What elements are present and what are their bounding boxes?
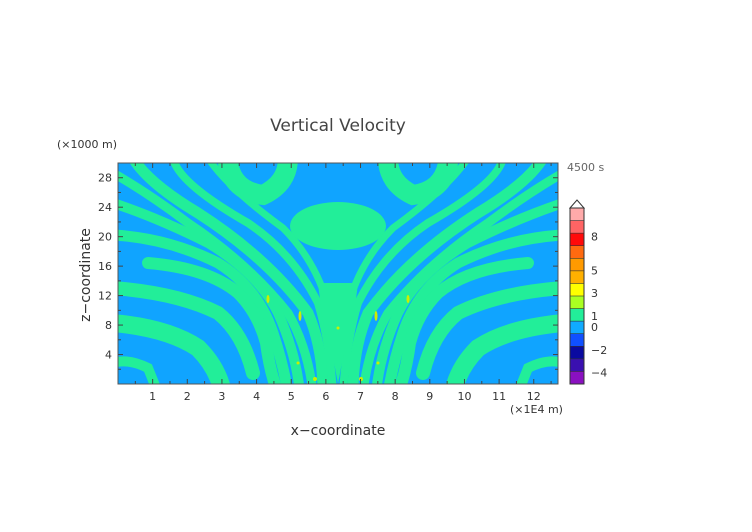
x-tick-label: 4 <box>253 390 260 403</box>
y-tick-label: 28 <box>98 172 112 185</box>
plot-frame <box>117 162 559 385</box>
colorbar-swatch <box>570 346 584 360</box>
y-unit-label: (×1000 m) <box>57 138 118 151</box>
contour-field <box>113 158 563 384</box>
time-label: 4500 s <box>567 161 605 174</box>
x-axis-label: x−coordinate <box>290 423 386 439</box>
colorbar-swatch <box>570 321 584 335</box>
contour-peaks <box>266 295 410 381</box>
x-tick-label: 10 <box>457 390 471 403</box>
y-tick-label: 4 <box>105 349 112 362</box>
colorbar-label: 1 <box>591 310 598 323</box>
colorbar-frame <box>569 207 585 385</box>
y-tick-label: 8 <box>105 319 112 332</box>
chart-title: Vertical Velocity <box>270 116 406 136</box>
colorbar-swatch <box>570 358 584 372</box>
colorbar-swatch <box>570 258 584 272</box>
colorbar-label: 8 <box>591 230 598 243</box>
colorbar-label: −2 <box>591 344 607 357</box>
contour-center-column <box>318 283 358 384</box>
y-tick-label: 24 <box>98 201 112 214</box>
colorbar-label: 5 <box>591 264 598 277</box>
x-tick-label: 1 <box>149 390 156 403</box>
colorbar-swatch <box>570 270 584 284</box>
x-tick-label: 7 <box>357 390 364 403</box>
contour-upper-blob <box>290 202 386 250</box>
x-tick-label: 3 <box>218 390 225 403</box>
colorbar-label: 3 <box>591 287 598 300</box>
colorbar: 8 5 3 10 −2 −4 <box>568 199 607 385</box>
colorbar-swatch <box>570 333 584 347</box>
colorbar-swatch <box>570 283 584 297</box>
x-tick-label: 5 <box>288 390 295 403</box>
x-tick-label: 12 <box>527 390 541 403</box>
colorbar-swatch <box>570 233 584 247</box>
x-tick-label: 9 <box>426 390 433 403</box>
colorbar-label: 0 <box>591 321 598 334</box>
colorbar-label: −4 <box>591 367 607 380</box>
x-tick-label: 8 <box>392 390 399 403</box>
x-tick-label: 11 <box>492 390 506 403</box>
x-unit-label: (×1E4 m) <box>510 403 563 416</box>
colorbar-swatch <box>570 245 584 259</box>
y-tick-label: 12 <box>98 290 112 303</box>
colorbar-extend-arrow <box>568 199 586 209</box>
colorbar-swatch <box>570 208 584 222</box>
colorbar-swatch <box>570 371 584 385</box>
y-tick-label: 20 <box>98 231 112 244</box>
x-tick-label: 2 <box>184 390 191 403</box>
y-tick-label: 16 <box>98 260 112 273</box>
colorbar-swatch <box>570 296 584 310</box>
x-tick-label: 6 <box>322 390 329 403</box>
colorbar-swatch <box>570 308 584 322</box>
colorbar-swatch <box>570 220 584 234</box>
